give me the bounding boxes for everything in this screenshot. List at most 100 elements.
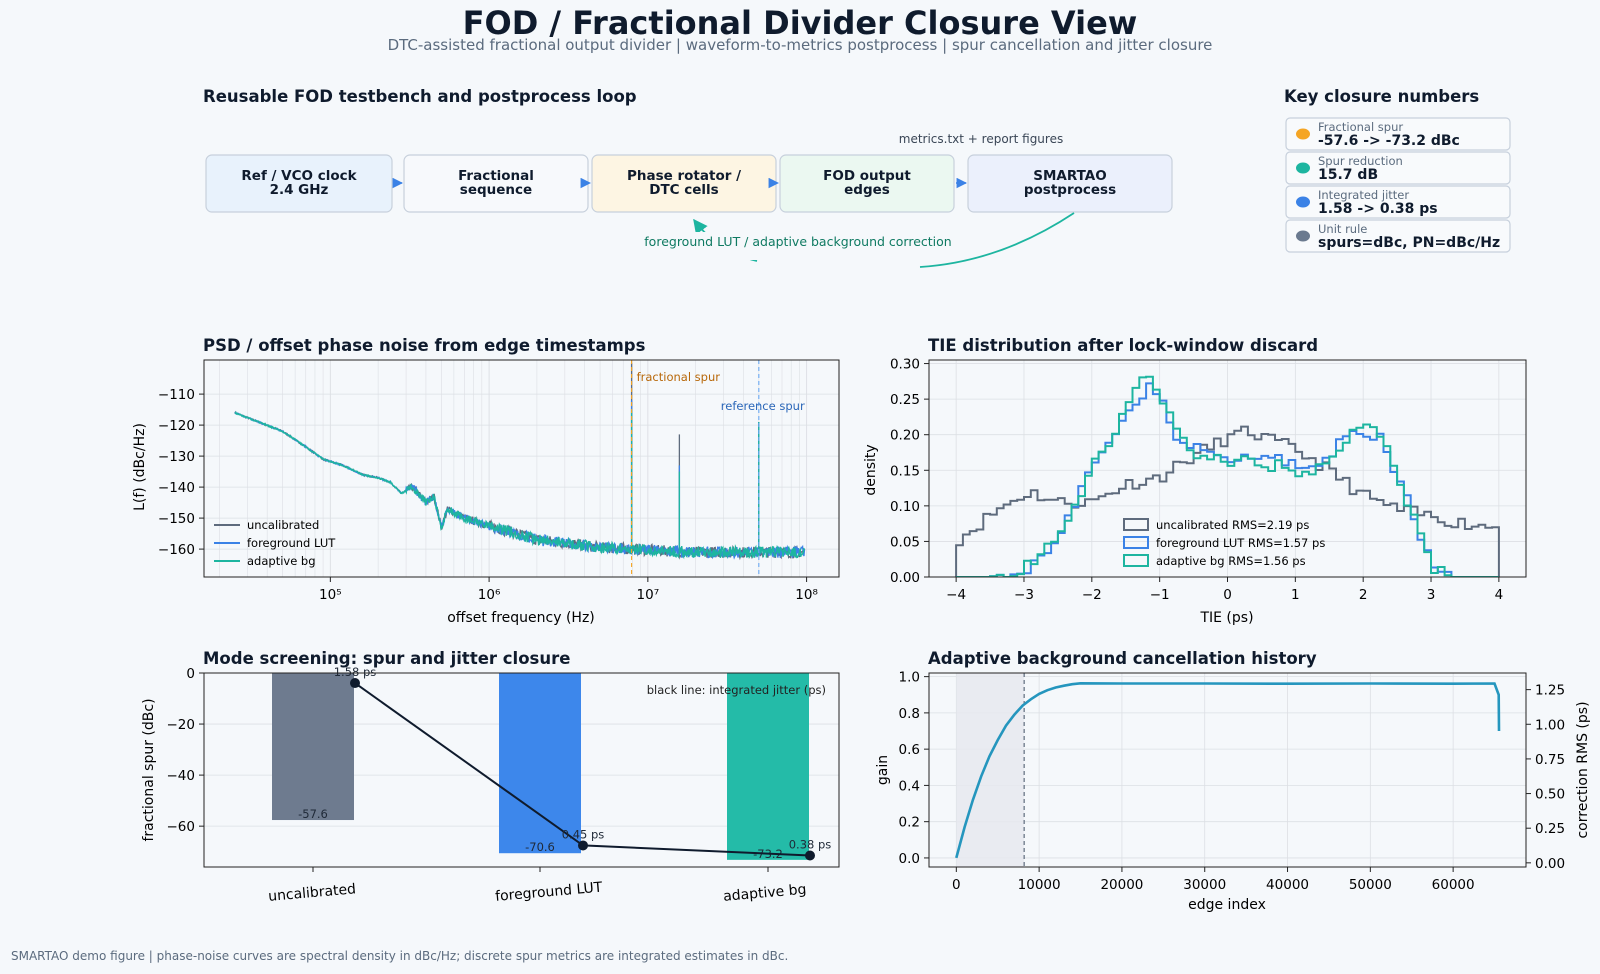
flow-node-1-line1: Ref / VCO clock [241, 168, 357, 184]
psd-series-adaptive-bg [234, 411, 805, 560]
psd-xtick-label: 10⁶ [478, 587, 501, 603]
modes-ytick-label: −60 [167, 819, 196, 835]
modes-xtick-label: adaptive bg [723, 882, 808, 905]
tie-axes: −4 −3 −2 −1 0 1 2 3 4 0.00 0.05 0.10 0.15 0.20 0.25 0.3… [890, 357, 1503, 603]
tie-hist-2 [956, 382, 1499, 577]
footer-note: SMARTAO demo figure | phase-noise curves… [11, 949, 789, 963]
tie-legend-swatch [1123, 554, 1149, 567]
key-card-1 [1285, 117, 1511, 151]
history-y2tick-label: 0.50 [1535, 787, 1565, 803]
modes-jitter-label-1: 1.58 ps [334, 665, 377, 679]
key-card-2 [1285, 151, 1511, 185]
flow-node-5-line2: postprocess [1024, 182, 1116, 198]
feedback-arc-right [919, 212, 1075, 268]
history-ytick-label: 1.0 [899, 670, 920, 686]
psd-ytick-label: −110 [158, 387, 195, 403]
history-ytick-label: 0.6 [899, 742, 920, 758]
tie-ytick-label: 0.10 [890, 499, 920, 515]
psd-annotation-label-2: reference spur [721, 399, 805, 413]
tie-title: TIE distribution after lock-window disca… [928, 336, 1318, 355]
key-label-1: Fractional spur [1318, 120, 1403, 134]
history-xtick-label: 60000 [1432, 877, 1475, 893]
history-ytick-label: 0.2 [899, 815, 920, 831]
key-dot-4 [1296, 230, 1310, 242]
tie-xlabel: TIE (ps) [1199, 610, 1253, 626]
flow-node-1-line2: 2.4 GHz [270, 182, 329, 198]
psd-plot-area: fractional spur reference spur [234, 360, 806, 577]
tie-xtick-label: −4 [946, 587, 966, 603]
flow-note-metrics: metrics.txt + report figures [899, 132, 1063, 146]
psd-ytick-label: −140 [158, 480, 195, 496]
tie-ytick-label: 0.25 [890, 392, 920, 408]
flow-node-2-line1: Fractional [458, 168, 534, 184]
tie-xtick-label: 4 [1495, 587, 1504, 603]
history-xtick-label: 30000 [1183, 877, 1226, 893]
flow-node-4-line2: edges [844, 182, 890, 198]
modes-note: black line: integrated jitter (ps) [647, 683, 826, 697]
psd-title: PSD / offset phase noise from edge times… [203, 336, 646, 355]
flow-node-5-line1: SMARTAO [1033, 168, 1106, 184]
modes-jitter-point-3 [805, 850, 815, 861]
key-dot-2 [1296, 162, 1310, 174]
modes-jitter-point-1 [350, 678, 360, 689]
modes-jitter-label-3: 0.38 ps [789, 838, 832, 852]
psd-annotation-label-1: fractional spur [637, 370, 721, 384]
page-subtitle: DTC-assisted fractional output divider |… [387, 36, 1213, 54]
key-value-1: -57.6 -> -73.2 dBc [1318, 133, 1460, 149]
modes-jitter-label-2: 0.45 ps [562, 827, 605, 841]
key-card-3 [1285, 185, 1511, 219]
psd-axes: 10⁵ 10⁶ 10⁷ 10⁸ −110 −120 −130 −140 −150 −160 [158, 387, 818, 603]
history-y2tick-label: 0.75 [1535, 752, 1565, 768]
psd-ylabel: L(f) (dBc/Hz) [132, 423, 148, 511]
history-discard-window [956, 673, 1025, 867]
tie-ytick-label: 0.30 [890, 357, 920, 373]
history-gain-line [955, 681, 1501, 859]
psd-xtick-label: 10⁷ [637, 587, 660, 603]
tie-ytick-label: 0.15 [890, 463, 920, 479]
history-xtick-label: 10000 [1018, 877, 1061, 893]
history-xtick-label: 40000 [1266, 877, 1309, 893]
flow-node-4-line1: FOD output [823, 168, 911, 184]
key-numbers-panel: Fractional spur-57.6 -> -73.2 dBc Spur re… [1285, 117, 1511, 253]
psd-ytick-label: −150 [158, 511, 195, 527]
history-y2tick-label: 0.25 [1535, 821, 1565, 837]
modes-title: Mode screening: spur and jitter closure [203, 649, 570, 668]
history-ytick-label: 0.8 [899, 706, 920, 722]
key-card-4 [1285, 219, 1511, 253]
modes-xtick-label: foreground LUT [495, 880, 604, 905]
history-ytick-label: 0.4 [899, 778, 920, 794]
tie-legend: uncalibrated RMS=2.19 ps foreground LUT R… [1123, 518, 1325, 568]
psd-frame [203, 359, 840, 578]
key-value-2: 15.7 dB [1318, 167, 1378, 183]
modes-bar-label-2: -70.6 [525, 840, 555, 854]
key-dot-1 [1296, 128, 1310, 140]
tie-ylabel: density [863, 444, 879, 495]
psd-legend: uncalibrated foreground LUT adaptive bg [214, 518, 336, 568]
key-numbers-title: Key closure numbers [1284, 87, 1479, 106]
flow-title: Reusable FOD testbench and postprocess l… [203, 87, 637, 106]
psd-legend-label: adaptive bg [247, 554, 316, 568]
psd-xlabel: offset frequency (Hz) [447, 610, 595, 626]
psd-ytick-label: −160 [158, 542, 195, 558]
history-axes: 0 10000 20000 30000 40000 50000 60000 0.0 0.2 0.4… [899, 670, 1566, 893]
modes-axes: 0 −20 −40 −60 uncalibrated foreground LUT adap… [167, 666, 808, 905]
history-xtick-label: 50000 [1349, 877, 1392, 893]
modes-frame [203, 672, 840, 868]
flow-node-4 [779, 154, 955, 213]
psd-ytick-label: −120 [158, 418, 195, 434]
flow-node-3-line2: DTC cells [649, 182, 718, 198]
tie-xtick-label: −2 [1082, 587, 1102, 603]
psd-legend-label: uncalibrated [247, 518, 319, 532]
key-label-2: Spur reduction [1318, 154, 1403, 168]
history-y2label: correction RMS (ps) [1575, 701, 1591, 838]
modes-bar-1 [272, 673, 354, 821]
feedback-label-bg [640, 232, 958, 260]
tie-xtick-label: 3 [1427, 587, 1436, 603]
flow-node-2-line2: sequence [460, 182, 532, 198]
tie-xtick-label: 1 [1291, 587, 1300, 603]
tie-legend-swatch [1123, 518, 1149, 531]
flow-node-3-line1: Phase rotator / [627, 168, 741, 184]
history-y2tick-label: 1.25 [1535, 683, 1565, 699]
